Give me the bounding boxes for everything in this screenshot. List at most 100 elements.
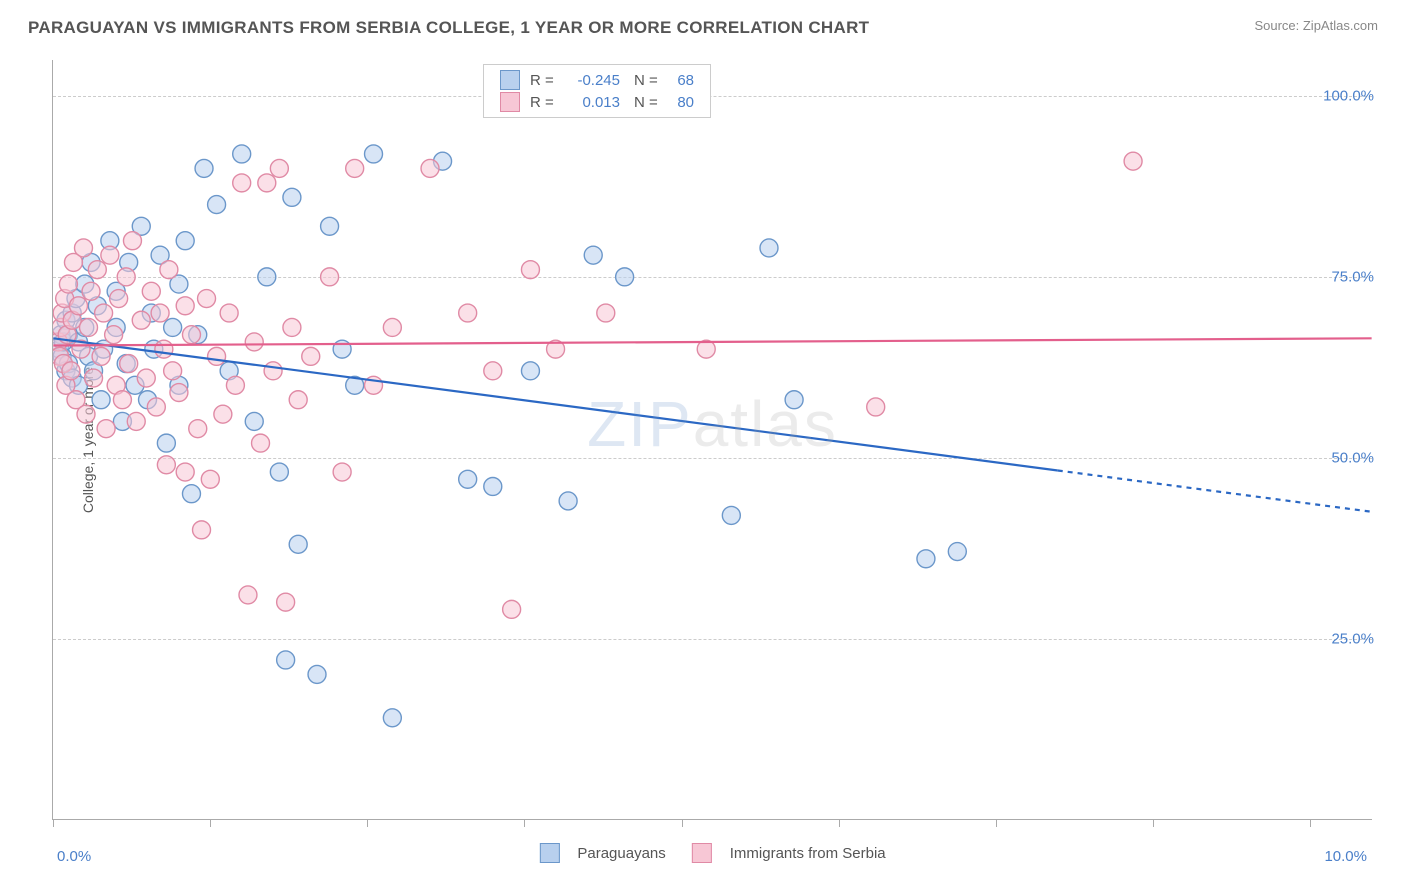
data-point <box>383 709 401 727</box>
data-point <box>182 326 200 344</box>
chart-title: PARAGUAYAN VS IMMIGRANTS FROM SERBIA COL… <box>28 18 869 38</box>
chart-plot-area: College, 1 year or more ZIPatlas R = -0.… <box>52 60 1372 820</box>
data-point <box>308 665 326 683</box>
data-point <box>233 145 251 163</box>
data-point <box>170 384 188 402</box>
data-point <box>127 412 145 430</box>
data-point <box>147 398 165 416</box>
data-point <box>176 463 194 481</box>
data-point <box>77 405 95 423</box>
data-point <box>105 326 123 344</box>
stats-row-series-2: R = 0.013 N = 80 <box>484 91 710 113</box>
swatch-series-2 <box>500 92 520 112</box>
data-point <box>917 550 935 568</box>
x-tick <box>210 819 211 827</box>
data-point <box>867 398 885 416</box>
x-tick <box>1310 819 1311 827</box>
data-point <box>214 405 232 423</box>
data-point <box>597 304 615 322</box>
data-point <box>82 282 100 300</box>
regression-line-extrapolated <box>1058 470 1372 511</box>
data-point <box>277 593 295 611</box>
source-attribution: Source: ZipAtlas.com <box>1254 18 1378 33</box>
data-point <box>785 391 803 409</box>
data-point <box>132 311 150 329</box>
data-point <box>155 340 173 358</box>
data-point <box>521 261 539 279</box>
data-point <box>142 282 160 300</box>
data-point <box>722 506 740 524</box>
data-point <box>198 290 216 308</box>
data-point <box>92 391 110 409</box>
correlation-stats-legend: R = -0.245 N = 68 R = 0.013 N = 80 <box>483 64 711 118</box>
n-value-series-2: 80 <box>662 94 694 111</box>
data-point <box>302 347 320 365</box>
chart-header: PARAGUAYAN VS IMMIGRANTS FROM SERBIA COL… <box>0 0 1406 44</box>
data-point <box>195 159 213 177</box>
data-point <box>193 521 211 539</box>
x-tick <box>1153 819 1154 827</box>
data-point <box>62 362 80 380</box>
data-point <box>383 318 401 336</box>
data-point <box>289 391 307 409</box>
data-point <box>521 362 539 380</box>
data-point <box>321 217 339 235</box>
data-point <box>270 159 288 177</box>
data-point <box>459 304 477 322</box>
data-point <box>123 232 141 250</box>
data-point <box>182 485 200 503</box>
data-point <box>484 477 502 495</box>
data-point <box>421 159 439 177</box>
data-point <box>101 246 119 264</box>
data-point <box>245 412 263 430</box>
data-point <box>88 261 106 279</box>
data-point <box>1124 152 1142 170</box>
data-point <box>164 362 182 380</box>
r-value-series-2: 0.013 <box>558 94 620 111</box>
data-point <box>258 268 276 286</box>
data-point <box>69 297 87 315</box>
data-point <box>208 196 226 214</box>
data-point <box>264 362 282 380</box>
data-point <box>283 188 301 206</box>
data-point <box>97 420 115 438</box>
data-point <box>239 586 257 604</box>
x-tick <box>53 819 54 827</box>
data-point <box>75 239 93 257</box>
data-point <box>616 268 634 286</box>
data-point <box>226 376 244 394</box>
legend-item-series-2: Immigrants from Serbia <box>692 843 886 863</box>
data-point <box>113 391 131 409</box>
data-point <box>176 297 194 315</box>
data-point <box>559 492 577 510</box>
data-point <box>157 456 175 474</box>
data-point <box>92 347 110 365</box>
data-point <box>59 275 77 293</box>
data-point <box>189 420 207 438</box>
x-tick <box>367 819 368 827</box>
data-point <box>220 304 238 322</box>
n-value-series-1: 68 <box>662 72 694 89</box>
data-point <box>117 268 135 286</box>
data-point <box>948 543 966 561</box>
data-point <box>208 347 226 365</box>
data-point <box>120 355 138 373</box>
x-tick <box>682 819 683 827</box>
r-value-series-1: -0.245 <box>558 72 620 89</box>
data-point <box>277 651 295 669</box>
data-point <box>85 369 103 387</box>
series-legend: Paraguayans Immigrants from Serbia <box>539 843 885 863</box>
swatch-series-1 <box>500 70 520 90</box>
legend-swatch-1 <box>539 843 559 863</box>
data-point <box>270 463 288 481</box>
data-point <box>137 369 155 387</box>
data-point <box>484 362 502 380</box>
data-point <box>151 304 169 322</box>
data-point <box>333 463 351 481</box>
data-point <box>233 174 251 192</box>
data-point <box>160 261 178 279</box>
data-point <box>252 434 270 452</box>
x-tick <box>839 819 840 827</box>
data-point <box>365 145 383 163</box>
data-point <box>95 304 113 322</box>
